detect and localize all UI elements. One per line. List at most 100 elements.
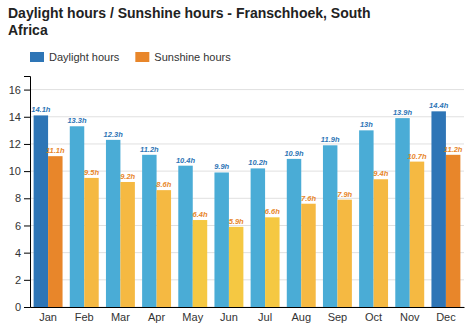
legend: Daylight hours Sunshine hours [30,51,231,63]
x-tick-label: Feb [75,311,94,323]
bar [106,140,120,307]
tick-mark [24,171,30,172]
x-tick: Sep [328,307,348,323]
y-tick: 8 [15,192,30,204]
tick-mark [24,253,30,254]
grid-line [30,89,464,90]
title-line: Africa [8,22,48,38]
y-tick: 6 [15,219,30,231]
tick-mark [24,307,30,308]
axis-line [24,77,31,308]
x-tick: Feb [75,307,94,323]
y-tick-label: 8 [15,192,21,204]
grid [30,90,464,307]
data-label: 10.4h [176,156,196,165]
series-bars [34,111,446,307]
data-label: 9.9h [214,162,229,171]
legend-label: Daylight hours [49,51,120,63]
data-label: 14.4h [429,101,449,110]
y-tick-label: 2 [15,274,21,286]
bar [70,126,84,307]
data-label: 6.4h [192,210,207,219]
x-tick-label: Apr [148,311,165,323]
data-label: 12.3h [104,130,124,139]
data-label: 13.3h [67,116,87,125]
bar [395,118,409,307]
bar [142,155,156,307]
bar [157,190,171,307]
bar [214,172,228,307]
title-line: Daylight hours / Sunshine hours - Fransc… [8,5,370,21]
bar [193,220,207,307]
legend-swatch [135,52,149,62]
data-label: 7.9h [337,190,352,199]
x-tick: Jun [220,307,238,323]
y-tick-label: 6 [15,219,21,231]
data-label: 10.2h [248,158,268,167]
y-tick-label: 14 [9,111,21,123]
y-tick-label: 10 [9,165,21,177]
tick-mark [24,198,30,199]
axis-line [31,307,465,308]
bar [84,178,98,307]
x-tick-label: Aug [291,311,311,323]
chart: Daylight hours / Sunshine hours - Fransc… [0,0,474,331]
y-tick-label: 4 [15,247,21,259]
bar [431,111,445,307]
legend-label: Sunshine hours [154,51,231,63]
y-tick: 0 [15,301,30,313]
bar [374,179,388,307]
bar [265,217,279,307]
x-tick: Jan [39,307,57,323]
data-label: 14.1h [31,105,51,114]
data-label: 11.1h [46,146,65,155]
bar [337,200,351,307]
legend-swatch [30,52,44,62]
data-label: 13h [360,120,373,129]
bar [287,159,301,307]
bar [229,227,243,307]
data-label: 9.5h [84,168,99,177]
data-label: 11.2h [444,145,463,154]
y-tick: 16 [9,84,30,96]
data-label: 7.6h [301,194,316,203]
x-tick: Apr [148,307,165,323]
data-labels: 14.1h 13.3h 12.3h 11.2h 10.4h 9.9h 10.2h 10.9h 1… [31,101,463,226]
x-tick-label: Jan [39,311,57,323]
x-axis: JanFebMarAprMayJunJulAugSepOctNovDec [31,307,465,323]
data-label: 10.7h [407,152,427,161]
y-tick: 12 [9,138,30,150]
data-label: 10.9h [284,149,304,158]
bar [120,182,134,307]
data-label: 5.9h [229,217,244,226]
y-tick-label: 0 [15,301,21,313]
bar [446,155,460,307]
x-tick-label: May [182,311,203,323]
bar [34,115,48,307]
tick-mark [24,117,30,118]
series-bars [48,155,460,307]
x-tick: Aug [291,307,311,323]
x-tick-label: Sep [328,311,348,323]
x-tick: Jul [258,307,272,323]
y-axis: 0 2 4 6 8 10 12 14 16 [9,77,31,314]
x-tick-label: Jun [220,311,238,323]
x-tick: Dec [436,307,456,323]
data-label: 9.2h [120,172,135,181]
y-tick: 2 [15,274,30,286]
bar [410,162,424,307]
x-tick: Nov [400,307,420,323]
bar [178,166,192,307]
x-tick-label: Jul [258,311,272,323]
data-label: 9.4h [373,169,388,178]
legend-item: Sunshine hours [135,51,231,63]
y-tick: 4 [15,247,30,259]
x-tick: May [182,307,203,323]
data-label: 8.6h [156,180,171,189]
x-tick-label: Mar [111,311,130,323]
data-label: 11.9h [321,135,340,144]
data-label: 6.6h [265,207,280,216]
x-tick: Mar [111,307,130,323]
plot: JanFebMarAprMayJunJulAugSepOctNovDec0246… [9,77,465,323]
legend-item: Daylight hours [30,51,120,63]
